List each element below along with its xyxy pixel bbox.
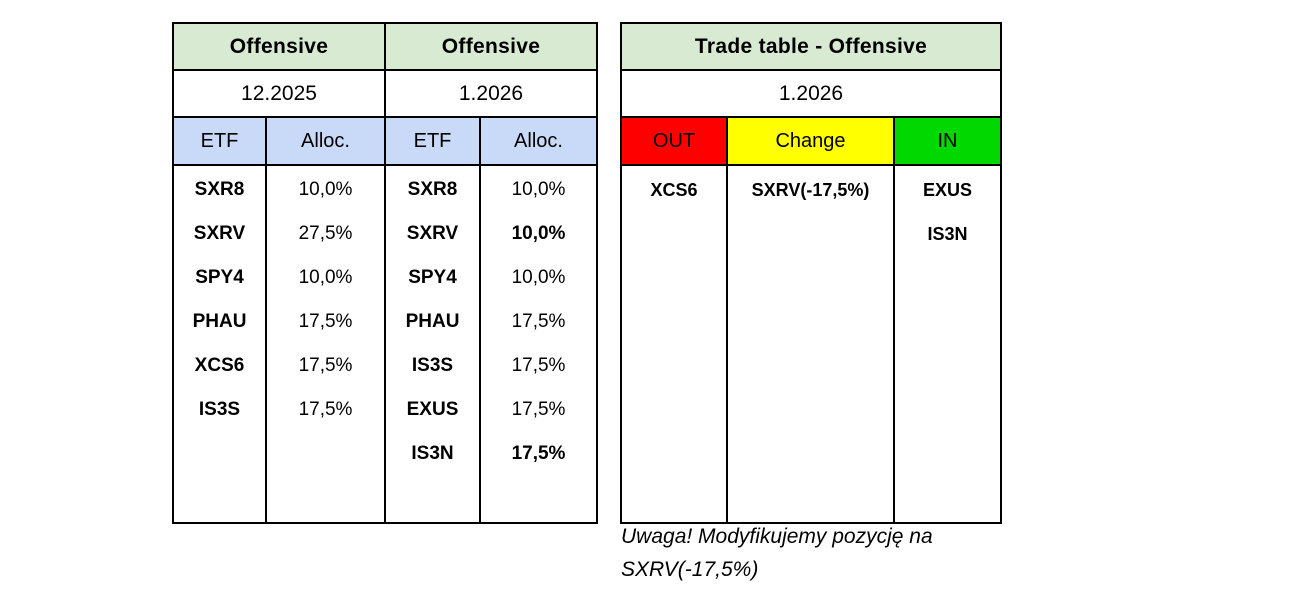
alloc-value: 17,5% [511, 355, 566, 376]
change-entry: SXRV(-17,5%) [751, 180, 870, 200]
etf-ticker: SXRV [193, 223, 246, 244]
alloc-column-header: Alloc. [479, 116, 598, 166]
trade-header-row: OUT Change IN [620, 116, 1002, 166]
alloc-value: 10,0% [511, 179, 566, 200]
period-title-12-2025: Offensive [172, 22, 386, 71]
alloc-value: 10,0% [511, 223, 566, 244]
change-entry-list: SXRV(-17,5%) [726, 164, 895, 524]
etf-ticker: XCS6 [194, 355, 245, 376]
alloc-value: 17,5% [511, 443, 566, 464]
period-month-1-2026: 1.2026 [384, 69, 598, 118]
change-column-header: Change [726, 116, 895, 166]
etf-ticker: IS3S [411, 355, 454, 376]
etf-ticker: IS3S [198, 399, 241, 420]
allocation-table: Offensive Offensive 12.2025 1.2026 ETF A… [172, 22, 598, 524]
out-ticker: XCS6 [650, 180, 698, 200]
etf-ticker: EXUS [406, 399, 459, 420]
etf-ticker: SPY4 [408, 267, 457, 288]
alloc-list-12-2025: 10,0% 27,5% 10,0% 17,5% 17,5% 17,5% [265, 164, 386, 524]
trade-table-title: Trade table - Offensive [620, 22, 1002, 71]
trade-table-month: 1.2026 [620, 69, 1002, 118]
trade-body-row: XCS6 SXRV(-17,5%) EXUS IS3N [620, 164, 1002, 524]
out-column-header: OUT [620, 116, 728, 166]
alloc-value: 10,0% [511, 267, 566, 288]
trade-table: Trade table - Offensive 1.2026 OUT Chang… [620, 22, 1002, 524]
etf-ticker: IS3N [411, 443, 454, 464]
trade-title-row: Trade table - Offensive [620, 22, 1002, 71]
allocation-title-row: Offensive Offensive [172, 22, 598, 71]
out-ticker-list: XCS6 [620, 164, 728, 524]
trade-month-row: 1.2026 [620, 69, 1002, 118]
allocation-header-row: ETF Alloc. ETF Alloc. [172, 116, 598, 166]
etf-ticker: PHAU [405, 311, 460, 332]
etf-ticker: PHAU [192, 311, 247, 332]
alloc-value: 17,5% [511, 311, 566, 332]
allocation-month-row: 12.2025 1.2026 [172, 69, 598, 118]
alloc-value: 10,0% [298, 179, 353, 200]
etf-ticker: SXR8 [194, 179, 245, 200]
in-column-header: IN [893, 116, 1002, 166]
period-month-12-2025: 12.2025 [172, 69, 386, 118]
etf-column-header: ETF [172, 116, 267, 166]
etf-ticker: SXRV [406, 223, 459, 244]
alloc-value: 17,5% [298, 355, 353, 376]
alloc-value: 17,5% [298, 399, 353, 420]
alloc-value: 17,5% [511, 399, 566, 420]
etf-list-1-2026: SXR8 SXRV SPY4 PHAU IS3S EXUS IS3N [384, 164, 481, 524]
in-ticker-list: EXUS IS3N [893, 164, 1002, 524]
etf-ticker: SXR8 [407, 179, 458, 200]
alloc-column-header: Alloc. [265, 116, 386, 166]
alloc-value: 17,5% [298, 311, 353, 332]
note-text: Uwaga! Modyfikujemy pozycję na SXRV(-17,… [621, 525, 933, 581]
etf-ticker: SPY4 [195, 267, 244, 288]
alloc-list-1-2026: 10,0% 10,0% 10,0% 17,5% 17,5% 17,5% 17,5% [479, 164, 598, 524]
alloc-value: 27,5% [298, 223, 353, 244]
etf-list-12-2025: SXR8 SXRV SPY4 PHAU XCS6 IS3S [172, 164, 267, 524]
in-ticker: IS3N [927, 224, 968, 244]
etf-column-header: ETF [384, 116, 481, 166]
alloc-value: 10,0% [298, 267, 353, 288]
period-title-1-2026: Offensive [384, 22, 598, 71]
in-ticker: EXUS [922, 180, 973, 200]
allocation-body-row: SXR8 SXRV SPY4 PHAU XCS6 IS3S 10,0% 27,5% 10,0%… [172, 164, 598, 524]
